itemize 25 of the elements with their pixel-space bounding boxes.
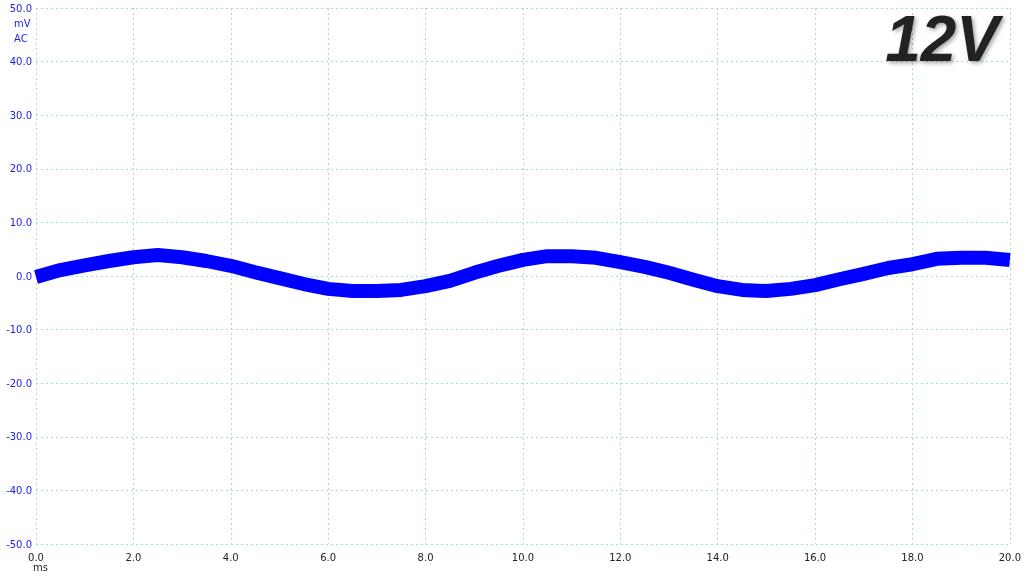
- chart-title: 12V: [885, 3, 1005, 75]
- y-tick-label: 20.0: [9, 163, 32, 175]
- x-tick-label: 14.0: [706, 551, 729, 563]
- x-tick-label: 8.0: [417, 551, 434, 563]
- x-tick-label: 12.0: [609, 551, 632, 563]
- x-tick-label: 2.0: [125, 551, 142, 563]
- y-tick-label: -40.0: [6, 484, 32, 496]
- y-tick-label: -30.0: [6, 431, 32, 443]
- y-tick-label: 30.0: [9, 109, 32, 121]
- y-tick-label: 0.0: [16, 270, 32, 282]
- x-tick-label: 16.0: [803, 551, 827, 563]
- x-tick-label: 18.0: [901, 551, 924, 563]
- y-tick-label: 10.0: [9, 216, 32, 228]
- x-tick-label: 20.0: [998, 551, 1021, 563]
- x-axis-title: ms: [33, 561, 48, 573]
- x-tick-label: 4.0: [222, 551, 239, 563]
- y-tick-label: -50.0: [6, 538, 32, 550]
- x-tick-label: 0.0: [28, 551, 44, 563]
- x-tick-label: 10.0: [511, 551, 535, 563]
- y-axis-title: mV AC: [14, 18, 31, 44]
- y-tick-label: 40.0: [9, 56, 32, 68]
- y-tick-label: -10.0: [6, 324, 32, 336]
- x-tick-label: 6.0: [320, 551, 337, 563]
- y-tick-label: -20.0: [6, 377, 32, 389]
- y-tick-label: 50.0: [9, 2, 32, 14]
